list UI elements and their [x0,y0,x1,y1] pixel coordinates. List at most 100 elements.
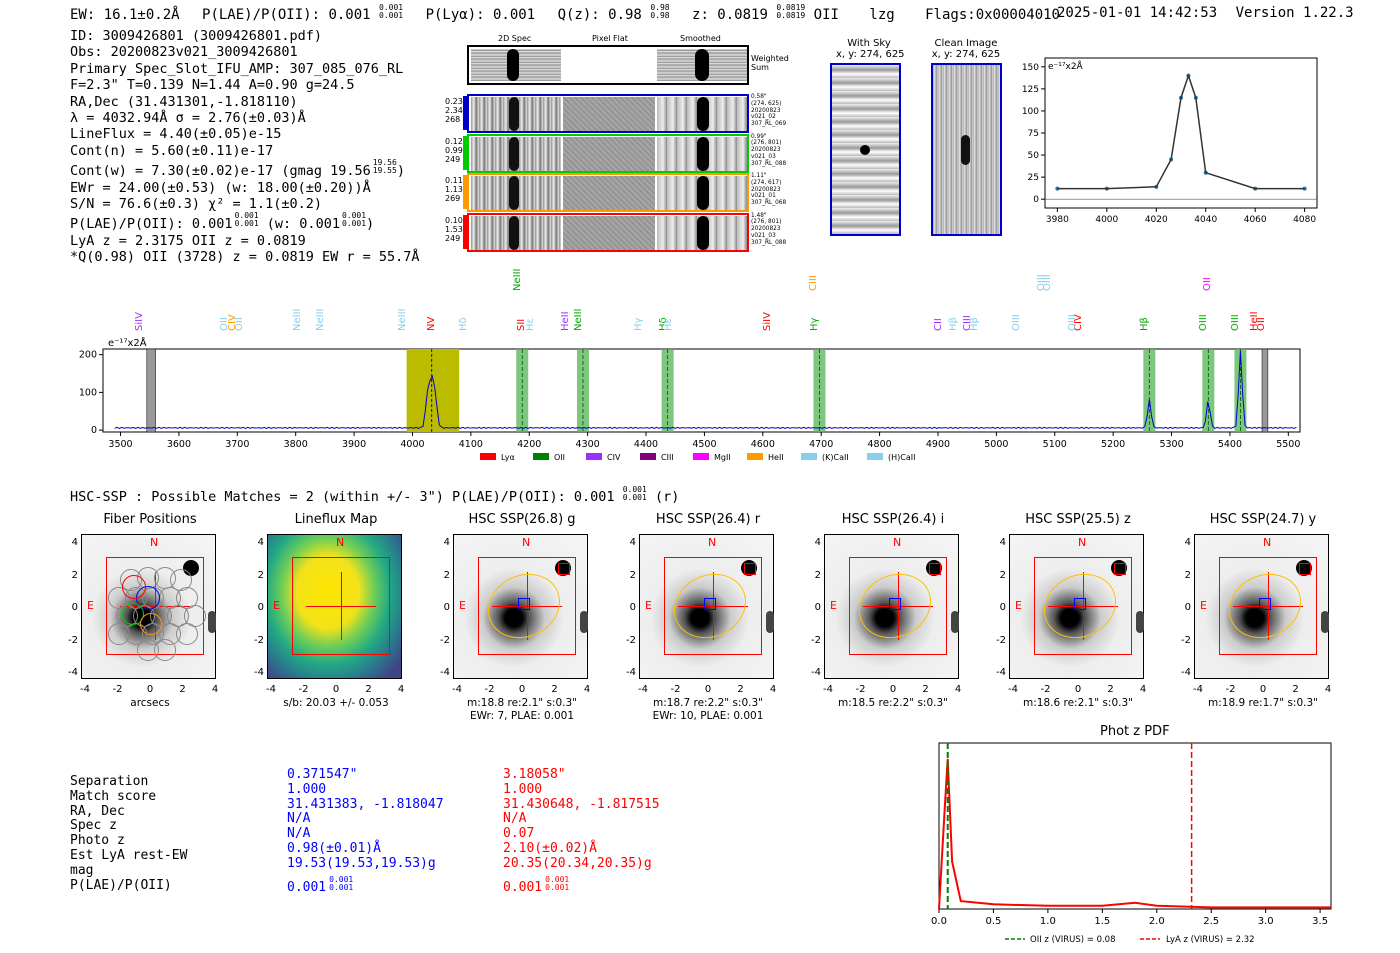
crosshair-vertical [1268,572,1269,640]
match-table-value: 0.371547" [287,767,444,783]
cutout-row-color-bar [463,135,467,170]
cutout-smoothed-blob [697,136,709,171]
legend-swatch [533,453,549,460]
hsc-panel-caption: m:18.9 re:1.7" s:0.3" [1208,697,1318,709]
hsc-y-tick-label: -4 [440,667,450,678]
crosshair-vertical [527,572,528,640]
hsc-y-tick-label: -4 [1181,667,1191,678]
cutout-meta-value: 0.58" [751,94,767,100]
match-box-outline [478,557,576,655]
photz-chart: 0.0 0.5 1.0 1.5 2.0 2.5 3.0 3.5 OII z (VIRUS) =… [931,742,1332,945]
hsc-panel-title: HSC SSP(26.4) r [655,512,761,527]
info-lambda: λ = 4032.94Å σ = 2.76(±0.03)Å [70,110,306,127]
cutout-meta-value: v021_03 [751,153,776,160]
emission-line-label: OII [1256,317,1268,331]
hsc-y-tick-label: 0 [1184,602,1191,613]
emission-line-label: SiIV [133,312,145,331]
photz-x-tick-label: 0.5 [985,916,1001,927]
hsc-y-tick-label: -2 [440,634,450,646]
header-plae: P(LAE)/P(OII): 0.001 [202,7,371,23]
match-table-value: 1.000 [287,782,444,798]
match-table-value-text: 31.430648, -1.817515 [503,796,660,812]
emission-line-label: NeIII [314,308,326,331]
legend-swatch [747,453,763,460]
hsc-edge-source [951,611,959,633]
hsc-y-tick-label: -4 [626,667,636,678]
hsc-edge-source [1321,611,1329,633]
legend-swatch [801,453,817,460]
match-table-value-text: 0.371547" [287,767,358,782]
hsc-y-tick-label: 4 [999,537,1006,548]
hsc-y-tick-label: 4 [257,537,264,548]
cutout-row-color-bar [463,175,467,209]
match-table-value: 0.07 [503,826,660,842]
hsc-panel-caption: m:18.7 re:2.2" s:0.3" [653,697,763,709]
match-table-red-col: 3.18058" 1.000 31.430648, -1.817515 N/A 0.07… [503,767,660,894]
match-table-value-text: N/A [503,811,527,827]
hsc-secondary-source [741,560,757,576]
cutout-meta-value: 307_RL_068 [751,200,787,207]
legend-label: (H)CaII [888,453,915,462]
hsc-x-tick-label: -2 [1040,684,1051,695]
cutout-pixelflat-image [563,176,655,210]
zoom-y-axis: 0 25 50 75 100 125 150 [1022,63,1045,205]
info-obs: Obs: 20200823v021_3009426801 [70,44,298,61]
zoom-data-point [1055,186,1060,191]
hsc-panel-caption-2: EWr: 10, PLAE: 0.001 [652,710,764,722]
north-label: N [522,536,531,549]
hsc-x-tick-label: 2 [551,684,558,695]
header-bar: EW: 16.1±0.2Å P(LAE)/P(OII): 0.001 0.001… [70,3,1060,24]
header-plae-frac: 0.001 0.001 [379,3,404,20]
match-table-value: 1.000 [503,782,660,798]
zoom-y-tick-label: 75 [1028,129,1039,139]
hsc-x-tick-label: 0 [518,684,526,695]
hsc-x-tick-label: 2 [737,684,744,695]
spectrum-y-tick-label: 100 [79,387,97,398]
north-label: N [150,536,159,549]
hsc-x-tick-label: 4 [1139,684,1147,695]
match-table-value: 31.431383, -1.818047 [287,796,444,813]
cutout-smoothed-blob [697,215,709,250]
legend-swatch [867,453,883,460]
hsc-y-tick-label: -4 [254,667,264,678]
match-table-value-text: 2.10(±0.02)Å [503,840,597,856]
match-table-value: 3.18058" [503,767,660,783]
photz-x-tick-label: 3.5 [1312,916,1328,927]
hsc-y-tick-label: 2 [443,569,450,581]
legend-label: Lyα [501,453,515,462]
header-qz: Q(z): 0.98 [557,7,642,23]
match-table-value: N/A [287,826,444,842]
emission-line-label: Hδ [457,317,469,331]
cutout-meta-value: 20200823 [751,107,781,114]
hsc-y-tick-label: 0 [71,602,78,613]
header-flags: Flags:0x00004010 [925,7,1060,23]
photz-x-tick-label: 2.0 [1149,916,1165,927]
crosshair-vertical [898,572,899,640]
cutout-source-blob [509,136,519,171]
match-table-value-text: 0.98(±0.01)Å [287,840,381,856]
fiber-circle-red [122,575,146,599]
with-sky-title: With Sky x, y: 274, 625 [836,38,905,60]
match-table-value-text: 31.431383, -1.818047 [287,796,444,812]
hsc-y-tick-label: -2 [811,634,821,646]
hsc-y-tick-label: 0 [629,602,636,613]
hsc-y-tick-label: 0 [814,602,821,613]
match-table-label: Match score [70,788,157,804]
hsc-x-tick-label: 4 [769,684,777,695]
hsc-edge-source [766,611,774,633]
weighted-smoothed-blob [695,49,709,81]
cutout-smoothed-blob [697,97,709,131]
spectrum-x-tick-label: 4800 [867,439,891,450]
cutout-meta-value: (274, 617) [751,179,782,186]
emission-line-label: Hγ [809,317,821,331]
spectrum-x-tick-label: 5000 [984,439,1008,450]
emission-line-label: NeIII [512,268,524,291]
cutout-smoothed-blob [697,176,709,210]
zoom-x-tick-label: 4000 [1095,215,1118,225]
header-version: Version 1.22.3 [1235,5,1354,21]
photz-x-tick-label: 1.0 [1040,916,1056,927]
col-label-pixelflat: Pixel Flat [592,34,628,43]
cutout-stat-value: 0.11 [445,176,463,185]
cutout-meta-value: v021_03 [751,232,776,239]
